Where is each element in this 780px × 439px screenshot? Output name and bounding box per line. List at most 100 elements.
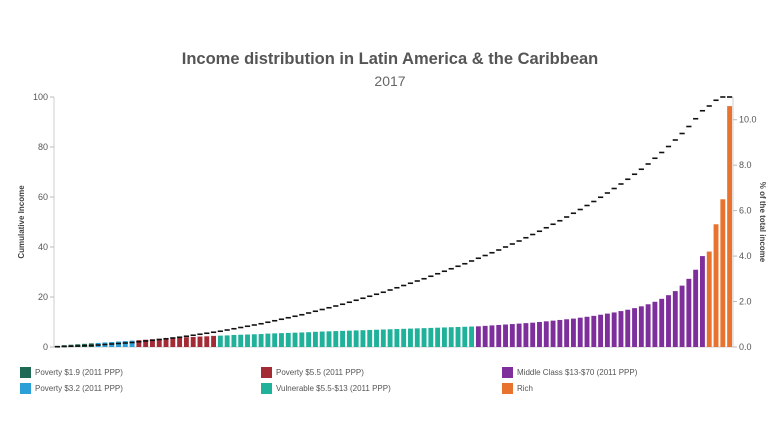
income-share-bar (360, 330, 366, 347)
income-share-bar (428, 327, 434, 347)
income-share-bar (245, 334, 250, 347)
cumulative-income-marker (516, 240, 522, 242)
left-tick-label: 20 (38, 292, 48, 302)
legend-item-rich[interactable]: Rich (502, 383, 533, 394)
cumulative-income-marker (204, 332, 210, 335)
chart-subtitle: 2017 (374, 73, 406, 89)
cumulative-income-marker (421, 277, 427, 280)
income-share-bar (190, 337, 196, 347)
income-share-bar (421, 328, 427, 347)
income-share-bar (645, 304, 651, 347)
income-share-bar (143, 339, 149, 347)
cumulative-income-marker (339, 303, 346, 306)
left-tick-label: 60 (38, 192, 48, 202)
cumulative-income-marker (278, 318, 285, 321)
cumulative-income-marker (170, 337, 176, 339)
income-share-bar (319, 331, 325, 347)
cumulative-income-marker (183, 335, 190, 338)
cumulative-income-marker (604, 192, 610, 194)
cumulative-income-marker (557, 219, 563, 222)
legend-label: Poverty $3.2 (2011 PPP) (35, 384, 123, 393)
income-share-bar (482, 325, 488, 347)
legend-swatch (20, 383, 31, 394)
income-share-bar (129, 340, 135, 347)
cumulative-income-marker (210, 331, 217, 334)
income-share-bar (591, 315, 597, 347)
income-share-bar (380, 329, 386, 347)
legend-item-poverty-1-9[interactable]: Poverty $1.9 (2011 PPP) (20, 367, 123, 378)
cumulative-income-marker (251, 324, 257, 326)
cumulative-income-marker (727, 96, 733, 98)
cumulative-income-marker (136, 340, 142, 343)
left-tick-label: 80 (38, 142, 48, 152)
cumulative-income-marker (686, 125, 692, 128)
income-share-bar (700, 256, 705, 347)
income-share-bar (693, 269, 699, 347)
cumulative-income-marker (625, 178, 631, 181)
cumulative-income-marker (679, 132, 685, 135)
income-share-bar (632, 308, 637, 347)
legend-item-middle-class[interactable]: Middle Class $13-$70 (2011 PPP) (502, 367, 637, 378)
cumulative-income-marker (109, 343, 115, 345)
legend-item-poverty-3-2[interactable]: Poverty $3.2 (2011 PPP) (20, 383, 123, 394)
income-share-bar (374, 329, 379, 347)
income-share-bar (150, 339, 155, 347)
cumulative-income-marker (75, 345, 81, 347)
income-share-bar (706, 251, 712, 347)
cumulative-income-marker (81, 344, 88, 347)
income-share-bar (211, 335, 217, 347)
left-tick-label: 0 (43, 342, 48, 352)
cumulative-income-marker (462, 262, 468, 265)
cumulative-income-marker (468, 260, 475, 262)
cumulative-income-marker (509, 243, 515, 245)
cumulative-income-marker (143, 340, 149, 342)
income-share-bar (611, 312, 617, 347)
cumulative-income-marker (380, 291, 386, 294)
income-share-bar (516, 323, 522, 347)
income-share-bar (394, 329, 400, 347)
income-share-bar (503, 324, 508, 347)
left-tick-label: 40 (38, 242, 48, 252)
income-share-bar (659, 298, 665, 347)
legend-swatch (261, 383, 272, 394)
right-tick-label: 0.0 (739, 342, 752, 352)
income-share-bar (462, 326, 468, 347)
right-tick-label: 6.0 (739, 206, 752, 216)
income-share-bar (346, 330, 352, 347)
legend-item-poverty-5-5[interactable]: Poverty $5.5 (2011 PPP) (261, 367, 364, 378)
cumulative-income-marker (502, 246, 509, 248)
income-share-bar (408, 328, 413, 347)
income-share-bar (251, 334, 257, 347)
cumulative-income-marker (577, 208, 583, 211)
cumulative-income-marker (713, 99, 719, 102)
income-share-bar (387, 329, 393, 347)
cumulative-income-marker (482, 254, 488, 257)
income-share-bar (530, 322, 536, 347)
cumulative-income-marker (550, 223, 556, 226)
cumulative-income-marker (95, 344, 101, 346)
cumulative-income-marker (68, 345, 74, 348)
income-share-bar (177, 337, 183, 347)
income-share-bar (489, 325, 495, 347)
cumulative-income-marker (272, 319, 278, 322)
cumulative-income-marker (543, 226, 549, 229)
cumulative-income-marker (217, 330, 223, 333)
income-share-bar (183, 337, 189, 347)
cumulative-income-marker (61, 345, 67, 348)
income-share-bar (414, 328, 420, 347)
legend-item-vulnerable[interactable]: Vulnerable $5.5-$13 (2011 PPP) (261, 383, 391, 394)
cumulative-income-marker (244, 325, 251, 328)
cumulative-income-marker (149, 339, 156, 342)
legend-swatch (502, 383, 513, 394)
cumulative-income-marker (373, 293, 380, 296)
cumulative-income-marker (197, 333, 203, 336)
income-share-bar (584, 316, 590, 347)
income-share-bar (550, 320, 556, 347)
legend-label: Poverty $1.9 (2011 PPP) (35, 368, 123, 377)
y-axis-label-right: % of the total income (758, 182, 767, 263)
cumulative-income-marker (258, 322, 264, 325)
cumulative-income-marker (455, 265, 461, 268)
income-share-bar (299, 332, 305, 347)
cumulative-income-marker (706, 105, 712, 107)
